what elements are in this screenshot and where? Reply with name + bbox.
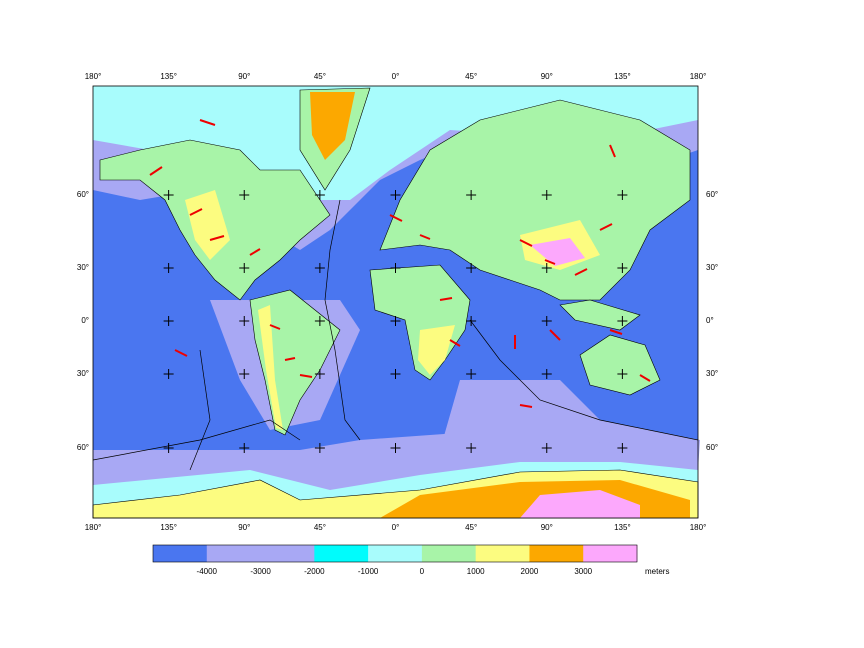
- grid-cross: [541, 443, 552, 453]
- antarctic-dome: [520, 490, 640, 518]
- colorbar-tick-label: -4000: [197, 567, 218, 576]
- grid-cross: [239, 263, 250, 273]
- grid-cross: [314, 369, 325, 379]
- grid-cross: [314, 190, 325, 200]
- rockies: [185, 190, 230, 260]
- colorbar-frame: [152, 544, 638, 563]
- lat-label: 30°: [77, 369, 89, 378]
- grid-cross: [541, 369, 552, 379]
- lat-label: 60°: [706, 190, 718, 199]
- colorbar-tick-label: -1000: [358, 567, 379, 576]
- colorbar-swatch: [314, 545, 369, 562]
- grid-cross: [163, 316, 174, 326]
- lon-label: 90°: [541, 523, 553, 532]
- lon-label: 0°: [392, 72, 400, 81]
- colorbar-unit: meters: [645, 567, 669, 576]
- grid-cross: [163, 263, 174, 273]
- grid-cross: [239, 316, 250, 326]
- motion-arrows: [149, 119, 651, 408]
- grid-cross: [390, 443, 401, 453]
- lon-label: 135°: [614, 72, 631, 81]
- grid-cross: [541, 190, 552, 200]
- colorbar-tick-label: 2000: [521, 567, 539, 576]
- lon-label: 90°: [238, 523, 250, 532]
- lon-label: 90°: [238, 72, 250, 81]
- lon-label: 180°: [690, 523, 707, 532]
- grid-cross: [163, 443, 174, 453]
- lat-label: 60°: [77, 190, 89, 199]
- colorbar-tick-label: -2000: [304, 567, 325, 576]
- grid-cross: [466, 369, 477, 379]
- lat-label: 30°: [706, 369, 718, 378]
- lon-label: 45°: [314, 72, 326, 81]
- grid-cross: [617, 316, 628, 326]
- grid-cross: [617, 190, 628, 200]
- grid-cross: [314, 443, 325, 453]
- lon-label: 0°: [392, 523, 400, 532]
- colorbar-swatch: [421, 545, 477, 562]
- lon-label: 90°: [541, 72, 553, 81]
- australia: [579, 334, 661, 396]
- colorbar-swatch: [583, 545, 638, 562]
- grid-cross: [239, 190, 250, 200]
- lat-label: 0°: [706, 316, 714, 325]
- tibet: [530, 238, 585, 266]
- graticule-crosses: [163, 190, 628, 453]
- grid-cross: [390, 263, 401, 273]
- grid-cross: [314, 263, 325, 273]
- colorbar-tick-label: 3000: [574, 567, 592, 576]
- grid-cross: [239, 443, 250, 453]
- lon-label: 45°: [465, 72, 477, 81]
- grid-cross: [466, 190, 477, 200]
- lat-label: 0°: [81, 316, 89, 325]
- grid-cross: [541, 316, 552, 326]
- andes: [258, 305, 283, 430]
- grid-cross: [617, 263, 628, 273]
- colorbar-swatch: [153, 545, 208, 562]
- lon-label: 135°: [614, 523, 631, 532]
- grid-cross: [541, 263, 552, 273]
- map: [92, 85, 700, 519]
- lat-label: 30°: [706, 263, 718, 272]
- colorbar-tick-label: 1000: [467, 567, 485, 576]
- colorbar-swatch: [529, 545, 584, 562]
- grid-cross: [466, 263, 477, 273]
- lon-label: 45°: [465, 523, 477, 532]
- grid-cross: [466, 316, 477, 326]
- grid-cross: [617, 443, 628, 453]
- lon-label: 180°: [690, 72, 707, 81]
- indonesia: [559, 299, 641, 331]
- grid-cross: [239, 369, 250, 379]
- colorbar: -4000 -3000 -2000 -1000 0 1000 2000 3000 meters: [152, 544, 669, 576]
- lat-label: 60°: [706, 443, 718, 452]
- lon-label: 180°: [85, 72, 102, 81]
- grid-cross: [163, 369, 174, 379]
- colorbar-swatch: [260, 545, 315, 562]
- grid-cross: [390, 190, 401, 200]
- lon-label: 135°: [160, 72, 177, 81]
- colorbar-tick-label: -3000: [250, 567, 271, 576]
- lon-label: 45°: [314, 523, 326, 532]
- grid-cross: [163, 190, 174, 200]
- lon-label: 180°: [85, 523, 102, 532]
- grid-cross: [390, 316, 401, 326]
- lon-label: 135°: [160, 523, 177, 532]
- colorbar-tick-label: 0: [420, 567, 425, 576]
- grid-cross: [617, 369, 628, 379]
- lat-label: 60°: [77, 443, 89, 452]
- african-plateau: [418, 325, 455, 375]
- axis-labels: 180° 135° 90° 45° 0° 45° 90° 135° 180° 180° 135° 90…: [77, 72, 718, 532]
- greenland-ice: [310, 92, 355, 160]
- grid-cross: [390, 369, 401, 379]
- plate-boundaries: [92, 199, 699, 471]
- colorbar-swatch: [206, 545, 262, 562]
- colorbar-swatch: [368, 545, 423, 562]
- colorbar-swatch: [475, 545, 530, 562]
- grid-cross: [314, 316, 325, 326]
- lat-label: 30°: [77, 263, 89, 272]
- map-frame: [92, 85, 699, 519]
- grid-cross: [466, 443, 477, 453]
